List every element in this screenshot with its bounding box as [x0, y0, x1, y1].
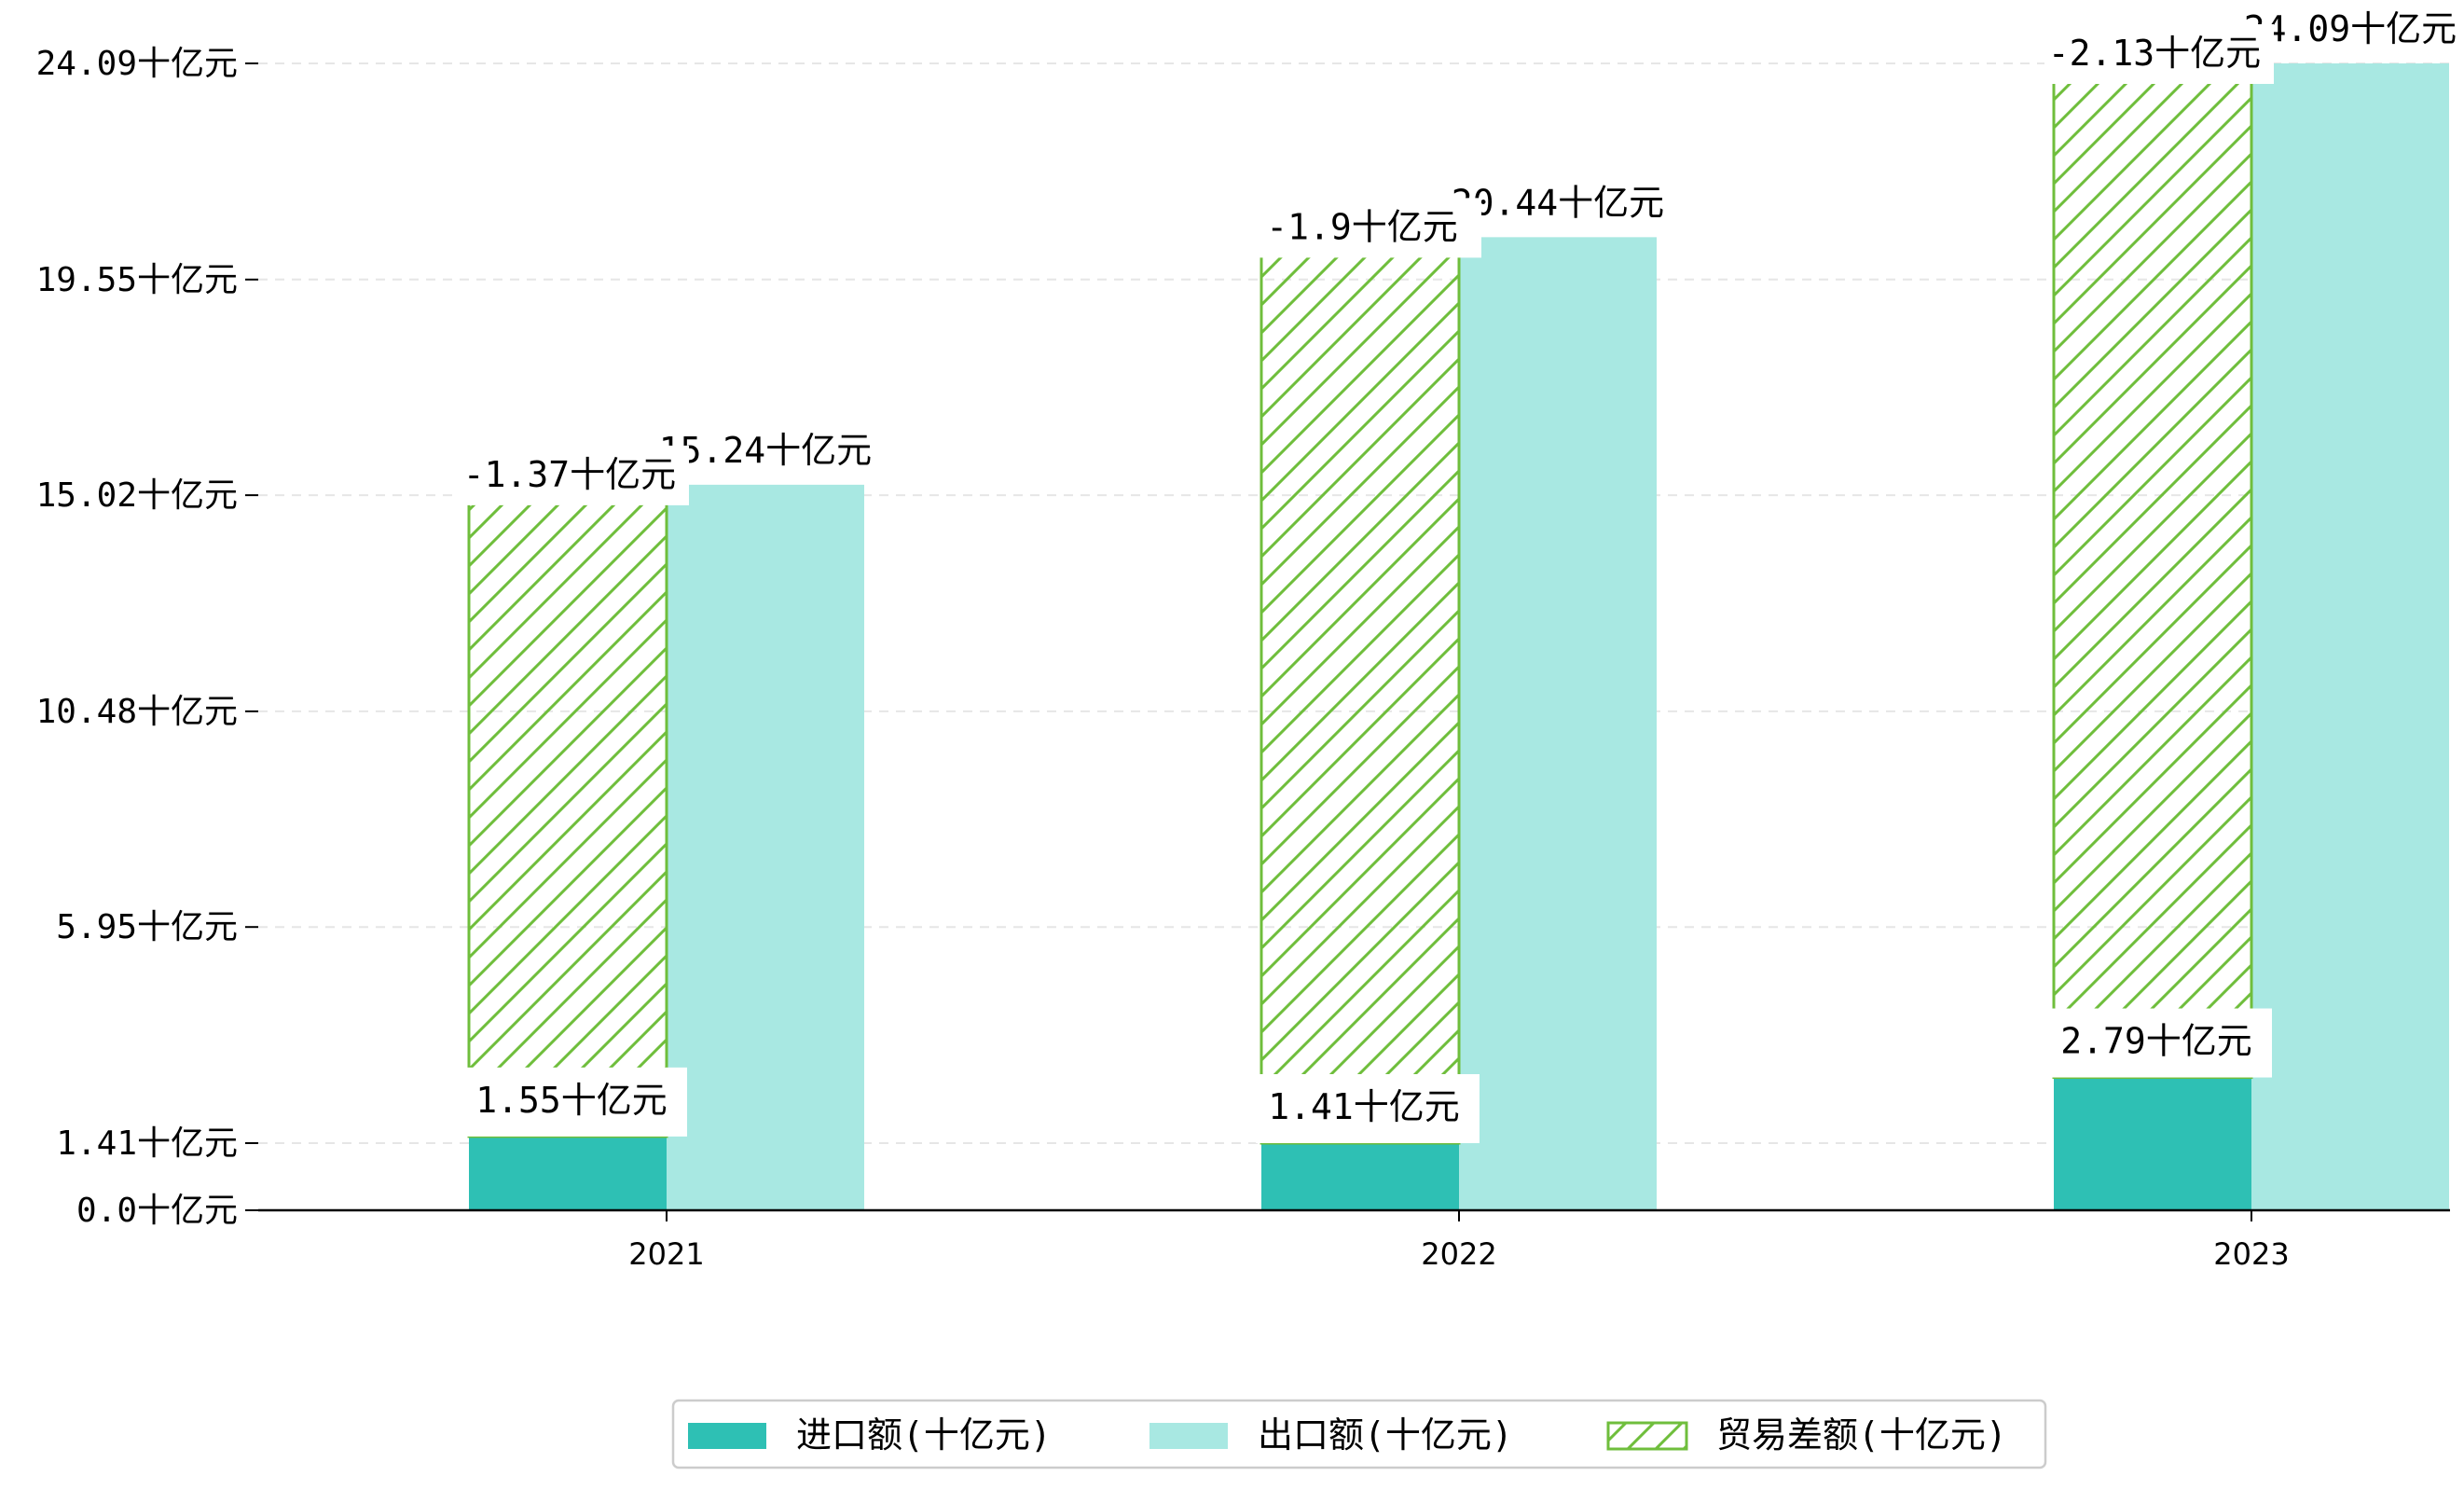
label-export-2021: 15.24十亿元	[659, 430, 872, 471]
label-box-import	[2048, 1008, 2272, 1078]
y-tick-label: 0.0十亿元	[76, 1192, 238, 1230]
bar-balance-2022	[1260, 252, 1461, 1145]
y-tick-label: 1.41十亿元	[56, 1124, 238, 1163]
label-box-balance	[1252, 198, 1481, 258]
bar-import-2021	[469, 1136, 667, 1210]
x-tick-label: 2023	[2213, 1236, 2289, 1272]
legend-label-2: 贸易差额(十亿元)	[1716, 1414, 2007, 1456]
legend: 进口额(十亿元) 出口额(十亿元) 贸易差额(十亿元)	[671, 1399, 2047, 1469]
label-balance-2023: -2.13十亿元	[2048, 33, 2261, 74]
legend-swatch-balance	[1606, 1421, 1688, 1451]
label-import-2022: 1.41十亿元	[1268, 1086, 1460, 1127]
bars	[467, 63, 2449, 1210]
label-box-balance	[460, 445, 689, 505]
bar-export-2023	[2251, 63, 2449, 1210]
legend-swatch-0	[688, 1423, 766, 1449]
label-export-2022: 20.44十亿元	[1452, 182, 1664, 223]
bar-balance-2023	[2052, 78, 2253, 1080]
y-tick-label: 10.48十亿元	[36, 693, 238, 731]
y-tick-label: 15.02十亿元	[36, 476, 238, 515]
x-tick-label: 2022	[1421, 1236, 1496, 1272]
y-tick-label: 24.09十亿元	[36, 45, 238, 83]
label-balance-2022: -1.9十亿元	[1266, 206, 1458, 247]
legend-box	[671, 1399, 2047, 1469]
label-export-2023: 24.09十亿元	[2244, 8, 2457, 49]
label-box-balance	[2044, 24, 2274, 84]
label-import-2021: 1.55十亿元	[475, 1080, 668, 1121]
legend-label-1: 出口额(十亿元)	[1258, 1414, 1513, 1456]
label-balance-2021: -1.37十亿元	[463, 454, 676, 495]
y-tick-label: 19.55十亿元	[36, 261, 238, 299]
axes: 0.0十亿元 1.41十亿元 5.95十亿元 10.48十亿元 15.02十亿元 19.5…	[36, 45, 2450, 1272]
legend-swatch-1	[1149, 1423, 1228, 1449]
bar-import-2022	[1261, 1143, 1459, 1210]
label-import-2023: 2.79十亿元	[2060, 1021, 2252, 1062]
bar-export-2022	[1459, 237, 1657, 1210]
data-labels: 15.24十亿元-1.37十亿元 1.55十亿元 20.44十亿元-1.9十亿元 1.…	[460, 8, 2457, 1144]
x-tick-label: 2021	[628, 1236, 704, 1272]
bar-balance-2021	[467, 500, 668, 1138]
label-box-import	[463, 1067, 687, 1137]
y-tick-label: 5.95十亿元	[56, 908, 238, 946]
legend-label-0: 进口额(十亿元)	[796, 1414, 1052, 1456]
label-box-import	[1256, 1074, 1480, 1144]
bar-import-2023	[2054, 1077, 2251, 1210]
bar-export-2021	[667, 484, 864, 1210]
